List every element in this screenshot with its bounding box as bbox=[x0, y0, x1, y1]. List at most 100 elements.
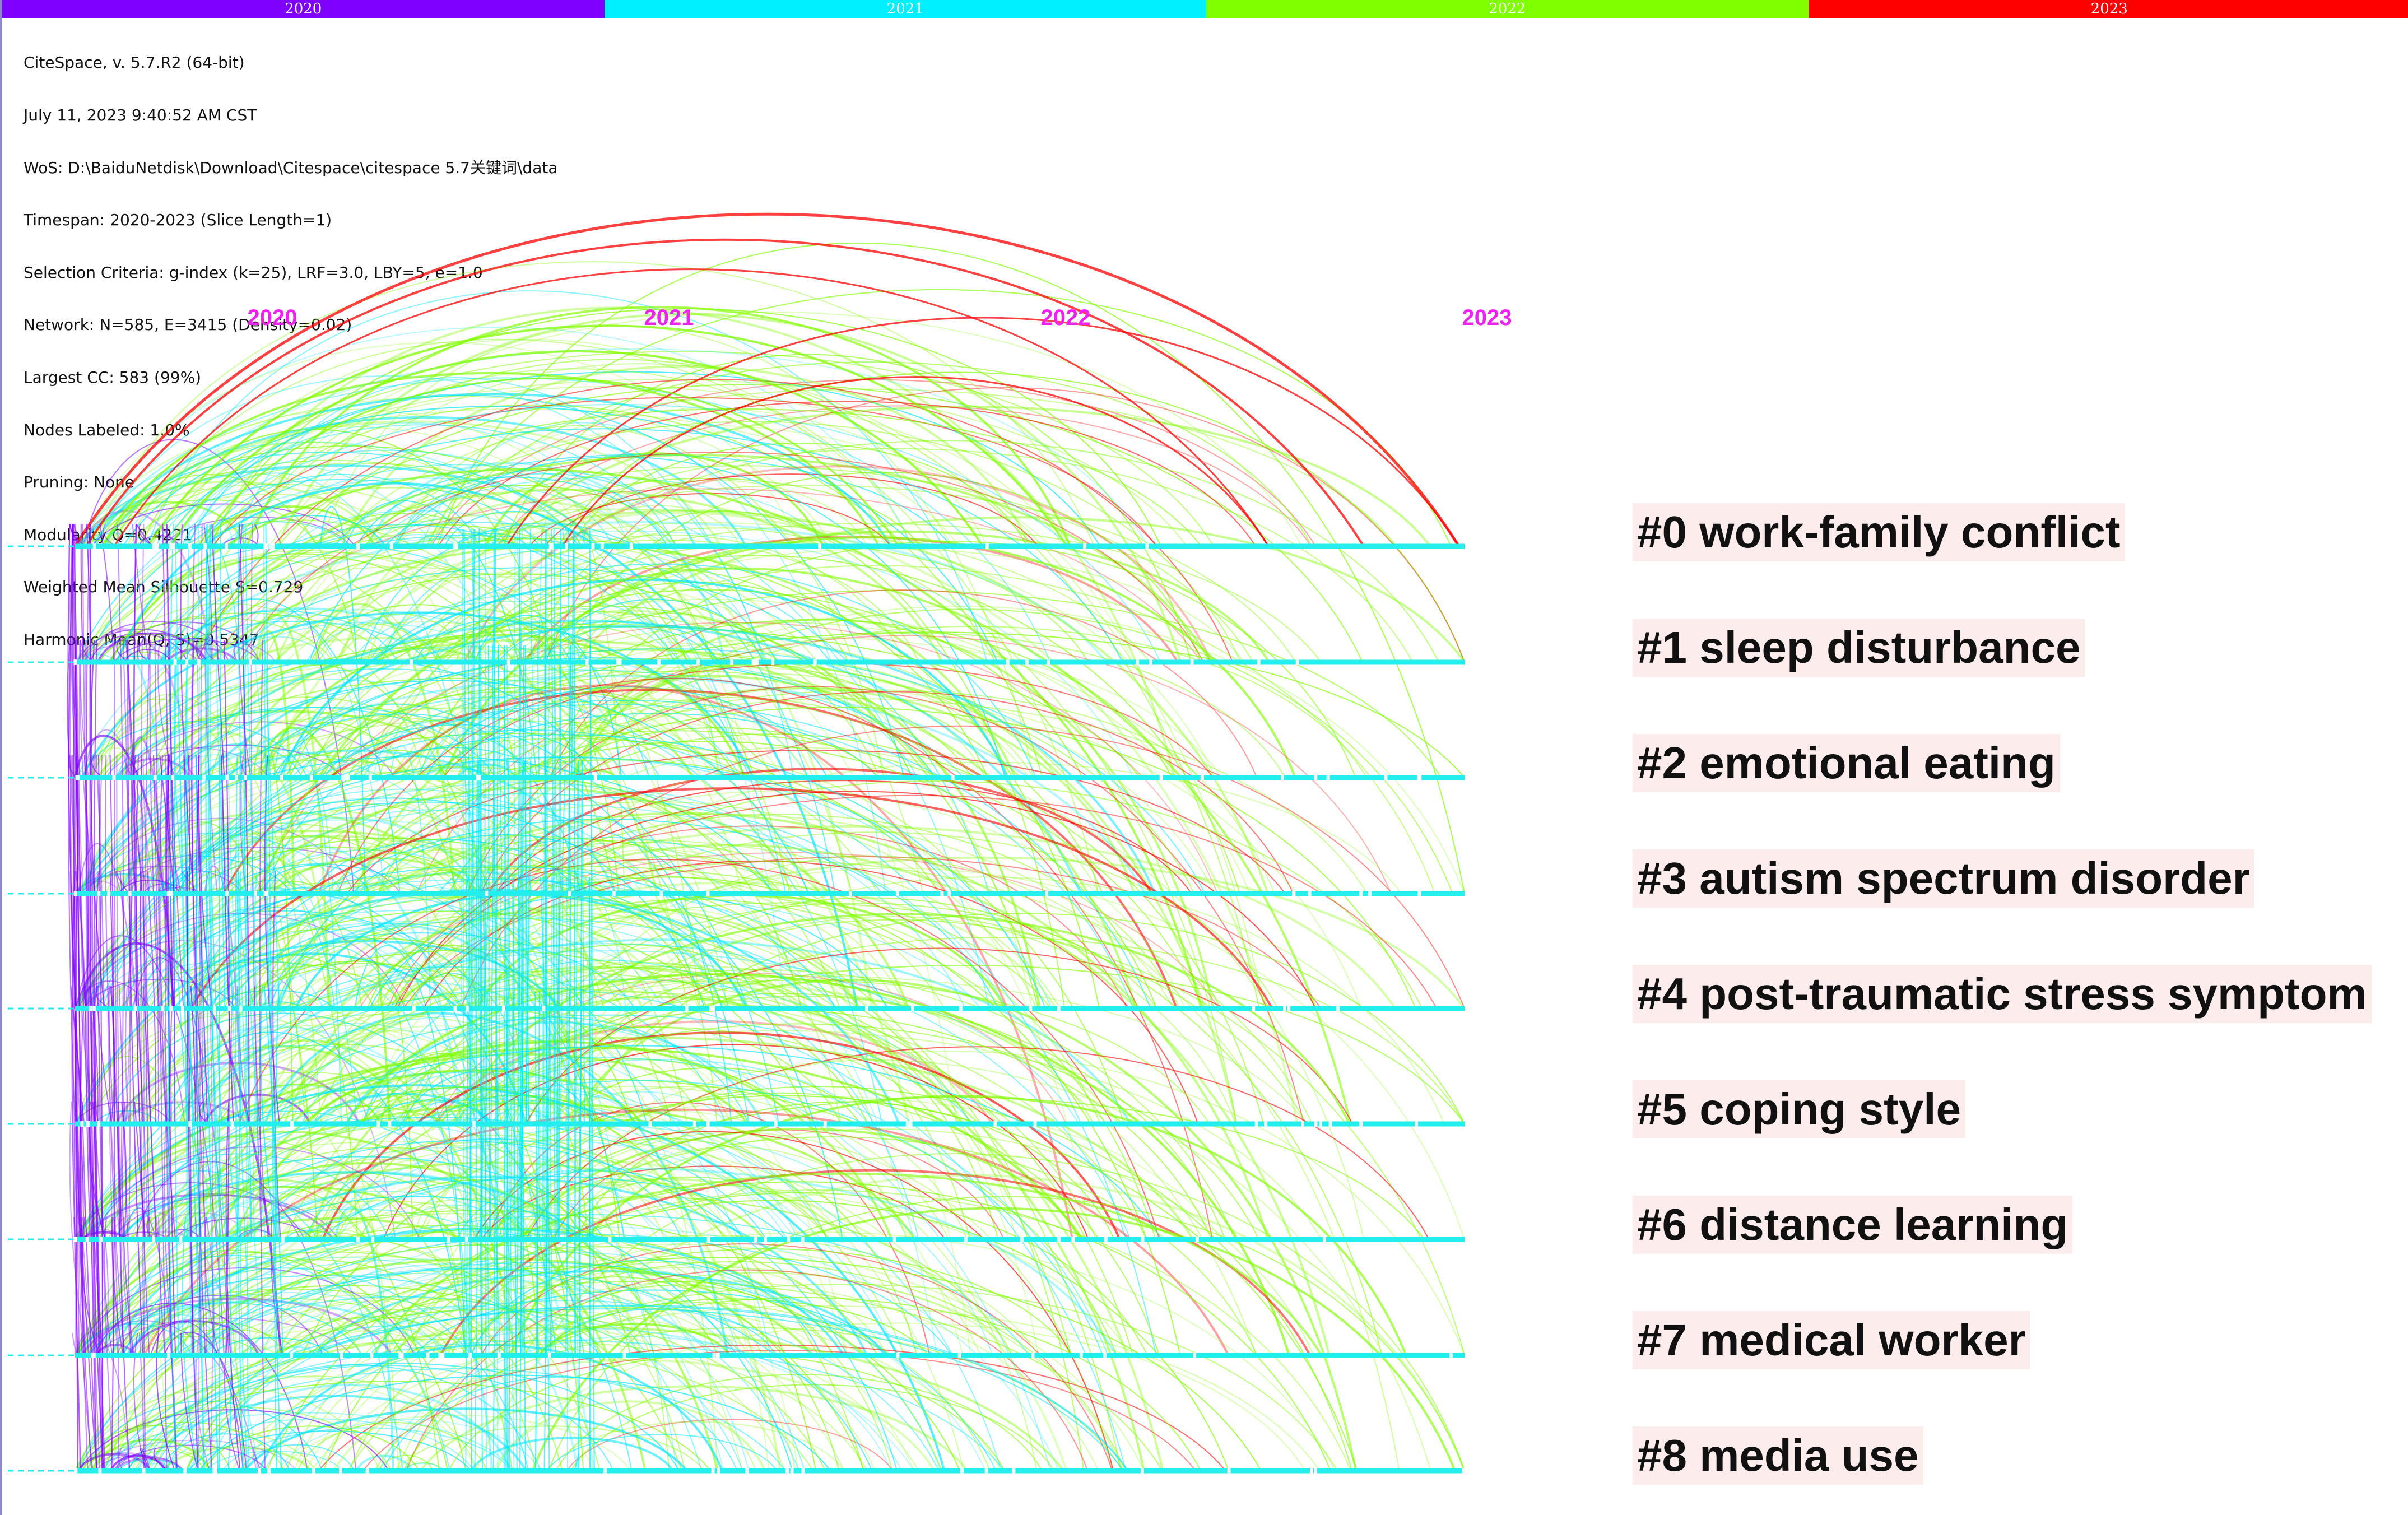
cluster-label-4[interactable]: #4 post-traumatic stress symptom bbox=[1633, 965, 2372, 1023]
node-tick bbox=[755, 659, 759, 665]
node-tick bbox=[98, 1468, 102, 1474]
node-tick bbox=[1449, 1353, 1453, 1358]
node-tick bbox=[203, 543, 207, 549]
cluster-label-5[interactable]: #5 coping style bbox=[1633, 1080, 1965, 1138]
info-line-date: July 11, 2023 9:40:52 AM CST bbox=[24, 106, 257, 124]
node-tick bbox=[447, 1237, 450, 1242]
node-tick bbox=[248, 659, 252, 665]
node-tick bbox=[171, 543, 175, 549]
node-tick bbox=[1292, 891, 1296, 896]
cluster-label-2[interactable]: #2 emotional eating bbox=[1633, 734, 2060, 792]
node-tick bbox=[438, 1353, 442, 1358]
node-tick bbox=[133, 1006, 137, 1011]
node-tick bbox=[1083, 543, 1087, 549]
node-tick bbox=[152, 543, 156, 549]
node-tick bbox=[1384, 775, 1388, 780]
cluster-label-0[interactable]: #0 work-family conflict bbox=[1633, 503, 2125, 561]
node-tick bbox=[1033, 1121, 1037, 1127]
node-tick bbox=[280, 775, 283, 780]
node-tick bbox=[1295, 659, 1299, 665]
node-tick bbox=[1012, 1468, 1016, 1474]
node-tick bbox=[180, 1006, 184, 1011]
node-tick bbox=[166, 891, 170, 896]
node-tick bbox=[1415, 1121, 1419, 1127]
node-tick bbox=[267, 1468, 271, 1474]
node-tick bbox=[1301, 1121, 1304, 1127]
node-tick bbox=[453, 1006, 457, 1011]
node-tick bbox=[659, 891, 663, 896]
cluster-label-3[interactable]: #3 autism spectrum disorder bbox=[1633, 849, 2254, 908]
node-tick bbox=[230, 1121, 234, 1127]
node-tick bbox=[892, 1237, 896, 1242]
node-tick bbox=[960, 1468, 964, 1474]
node-tick bbox=[376, 1121, 380, 1127]
node-tick bbox=[823, 1121, 827, 1127]
node-tick bbox=[441, 1353, 445, 1358]
node-tick bbox=[183, 1468, 187, 1474]
node-tick bbox=[591, 543, 595, 549]
cluster-label-6[interactable]: #6 distance learning bbox=[1633, 1196, 2073, 1254]
node-tick bbox=[751, 659, 755, 665]
node-tick bbox=[692, 1121, 696, 1127]
node-tick bbox=[368, 775, 372, 780]
year-bar-2023: 2023 bbox=[1808, 0, 2408, 18]
node-tick bbox=[905, 1121, 909, 1127]
node-tick bbox=[618, 659, 622, 665]
node-tick bbox=[629, 543, 633, 549]
info-line-silhouette: Weighted Mean Silhouette S=0.729 bbox=[24, 578, 304, 597]
node-tick bbox=[1368, 891, 1372, 896]
info-line-timespan: Timespan: 2020-2023 (Slice Length=1) bbox=[24, 211, 332, 230]
node-tick bbox=[648, 1121, 652, 1127]
cluster-label-7[interactable]: #7 medical worker bbox=[1633, 1311, 2030, 1369]
cluster-label-8[interactable]: #8 media use bbox=[1633, 1426, 1923, 1485]
node-tick bbox=[603, 1468, 607, 1474]
node-tick bbox=[1359, 1121, 1363, 1127]
node-tick bbox=[895, 891, 899, 896]
node-tick bbox=[99, 1237, 103, 1242]
node-tick bbox=[92, 1006, 96, 1011]
node-tick bbox=[412, 1006, 416, 1011]
node-tick bbox=[73, 891, 77, 896]
node-tick bbox=[455, 543, 459, 549]
node-tick bbox=[1149, 659, 1152, 665]
node-tick bbox=[89, 1006, 92, 1011]
node-tick bbox=[107, 891, 111, 896]
node-tick bbox=[212, 1006, 216, 1011]
node-tick bbox=[712, 1353, 716, 1358]
node-tick bbox=[338, 1468, 342, 1474]
node-tick bbox=[1283, 1006, 1286, 1011]
node-tick bbox=[657, 659, 661, 665]
timeline-year-2020: 2020 bbox=[247, 305, 297, 330]
node-tick bbox=[185, 659, 189, 665]
node-tick bbox=[161, 1006, 165, 1011]
timeline-year-2022: 2022 bbox=[1040, 305, 1091, 330]
node-tick bbox=[128, 891, 132, 896]
node-tick bbox=[91, 1353, 95, 1358]
node-tick bbox=[497, 1353, 501, 1358]
cluster-label-1[interactable]: #1 sleep disturbance bbox=[1633, 619, 2085, 677]
node-tick bbox=[1314, 1468, 1318, 1474]
node-tick bbox=[548, 543, 552, 549]
node-tick bbox=[745, 1468, 749, 1474]
node-tick bbox=[179, 1237, 183, 1242]
node-tick bbox=[340, 1353, 343, 1358]
timeline-year-2021: 2021 bbox=[644, 305, 694, 330]
node-tick bbox=[85, 1237, 89, 1242]
node-tick bbox=[864, 1006, 868, 1011]
node-tick bbox=[1071, 1237, 1075, 1242]
node-tick bbox=[984, 1468, 988, 1474]
node-tick bbox=[346, 775, 350, 780]
node-tick bbox=[801, 1237, 805, 1242]
timeline-year-2023: 2023 bbox=[1462, 305, 1512, 330]
node-tick bbox=[312, 1468, 315, 1474]
node-tick bbox=[685, 1006, 689, 1011]
node-tick bbox=[940, 891, 944, 896]
node-tick bbox=[468, 1353, 472, 1358]
node-tick bbox=[92, 543, 96, 549]
node-tick bbox=[244, 775, 247, 780]
node-tick bbox=[452, 543, 456, 549]
node-tick bbox=[263, 891, 267, 896]
node-tick bbox=[225, 775, 229, 780]
node-tick bbox=[1006, 659, 1010, 665]
